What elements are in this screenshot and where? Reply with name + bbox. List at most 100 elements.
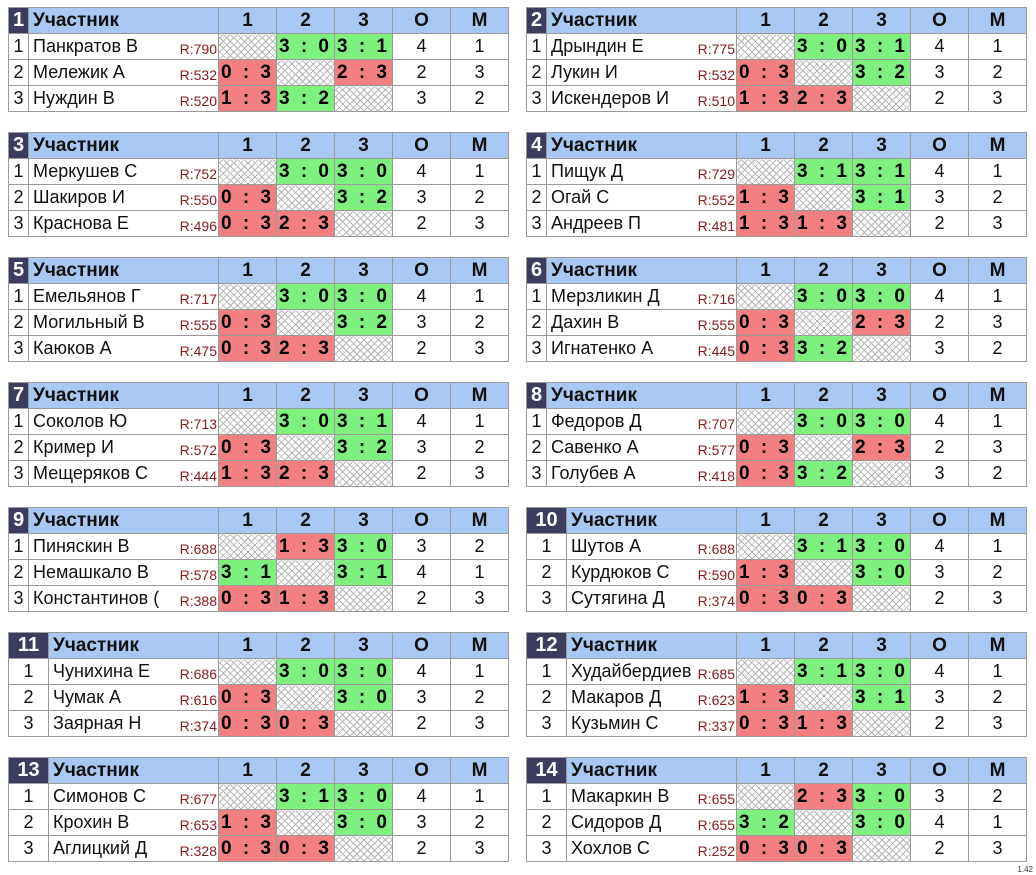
player-name[interactable]: Дахин В — [551, 312, 620, 332]
player-name[interactable]: Каюков А — [33, 338, 112, 358]
player-name[interactable]: Лукин И — [551, 62, 618, 82]
player-name[interactable]: Кузьмин С — [571, 713, 659, 733]
player-cell: Андреев П R:481 — [546, 210, 737, 237]
player-name[interactable]: Федоров Д — [551, 411, 642, 431]
player-seed: 3 — [526, 210, 547, 237]
player-seed: 2 — [526, 809, 567, 836]
player-name[interactable]: Нуждин В — [33, 88, 115, 108]
player-name[interactable]: Огай С — [551, 187, 610, 207]
group-header-row: 12 Участник 1 2 3 О М — [526, 632, 1027, 659]
player-place: 2 — [450, 434, 509, 461]
player-cell: Панкратов В R:790 — [28, 33, 219, 60]
player-name[interactable]: Меркушев С — [33, 161, 138, 181]
player-name[interactable]: Константинов ( — [33, 588, 160, 608]
self-match-cell — [334, 460, 393, 487]
player-place: 3 — [968, 710, 1027, 737]
match-score: 3 : 1 — [276, 783, 335, 810]
player-seed: 1 — [8, 783, 49, 810]
player-seed: 1 — [8, 158, 29, 185]
player-rating: R:655 — [696, 791, 735, 807]
player-name[interactable]: Пиняскин В — [33, 536, 130, 556]
player-points: 4 — [910, 283, 969, 310]
player-name[interactable]: Чумак А — [53, 687, 122, 707]
player-cell: Пиняскин В R:688 — [28, 533, 219, 560]
player-cell: Немашкало В R:578 — [28, 559, 219, 586]
player-name[interactable]: Сутягина Д — [571, 588, 665, 608]
player-seed: 3 — [8, 585, 29, 612]
player-name[interactable]: Чунихина Е — [53, 661, 151, 681]
player-name[interactable]: Сидоров Д — [571, 812, 662, 832]
player-rating: R:578 — [178, 567, 217, 583]
player-name[interactable]: Андреев П — [551, 213, 641, 233]
player-place: 2 — [968, 460, 1027, 487]
player-cell: Лукин И R:532 — [546, 59, 737, 86]
player-place: 2 — [450, 309, 509, 336]
player-name[interactable]: Искендеров И — [551, 88, 670, 108]
player-cell: Федоров Д R:707 — [546, 408, 737, 435]
place-header: М — [450, 132, 509, 159]
self-match-cell — [218, 533, 277, 560]
participant-header: Участник — [566, 632, 737, 659]
player-name[interactable]: Шакиров И — [33, 187, 125, 207]
player-name[interactable]: Макаркин В — [571, 786, 670, 806]
match-score: 0 : 3 — [736, 59, 795, 86]
player-cell: Емельянов Г R:717 — [28, 283, 219, 310]
player-name[interactable]: Мещеряков С — [33, 463, 149, 483]
match-score: 3 : 1 — [852, 184, 911, 211]
player-name[interactable]: Симонов С — [53, 786, 146, 806]
player-name[interactable]: Хохлов С — [571, 838, 650, 858]
player-name[interactable]: Заярная Н — [53, 713, 142, 733]
player-name[interactable]: Соколов Ю — [33, 411, 128, 431]
player-cell: Нуждин В R:520 — [28, 85, 219, 112]
column-header-3: 3 — [334, 507, 393, 534]
player-place: 3 — [968, 309, 1027, 336]
player-name[interactable]: Макаров Д — [571, 687, 662, 707]
player-seed: 2 — [8, 434, 29, 461]
player-name[interactable]: Мерзликин Д — [551, 286, 660, 306]
player-name[interactable]: Худайбердиев — [571, 661, 692, 681]
self-match-cell — [334, 335, 393, 362]
player-name[interactable]: Немашкало В — [33, 562, 149, 582]
player-seed: 3 — [8, 710, 49, 737]
player-place: 3 — [968, 835, 1027, 862]
player-name[interactable]: Дрындин Е — [551, 36, 644, 56]
player-name[interactable]: Краснова Е — [33, 213, 129, 233]
player-name[interactable]: Емельянов Г — [33, 286, 141, 306]
participant-header: Участник — [546, 7, 737, 34]
column-header-2: 2 — [276, 132, 335, 159]
column-header-1: 1 — [218, 757, 277, 784]
self-match-cell — [276, 684, 335, 711]
self-match-cell — [218, 783, 277, 810]
match-score: 1 : 3 — [218, 460, 277, 487]
player-points: 3 — [392, 809, 451, 836]
player-name[interactable]: Панкратов В — [33, 36, 139, 56]
player-place: 3 — [450, 335, 509, 362]
player-name[interactable]: Голубев А — [551, 463, 636, 483]
player-name[interactable]: Кример И — [33, 437, 114, 457]
player-name[interactable]: Могильный В — [33, 312, 145, 332]
player-name[interactable]: Шутов А — [571, 536, 642, 556]
player-name[interactable]: Пищук Д — [551, 161, 624, 181]
match-score: 3 : 2 — [334, 184, 393, 211]
player-name[interactable]: Курдюков С — [571, 562, 670, 582]
player-points: 4 — [392, 408, 451, 435]
player-name[interactable]: Игнатенко А — [551, 338, 654, 358]
match-score: 0 : 3 — [276, 835, 335, 862]
player-name[interactable]: Крохин В — [53, 812, 130, 832]
player-name[interactable]: Мележик А — [33, 62, 125, 82]
player-name[interactable]: Савенко А — [551, 437, 639, 457]
player-seed: 3 — [8, 210, 29, 237]
player-name[interactable]: Аглицкий Д — [53, 838, 148, 858]
player-seed: 3 — [8, 460, 29, 487]
